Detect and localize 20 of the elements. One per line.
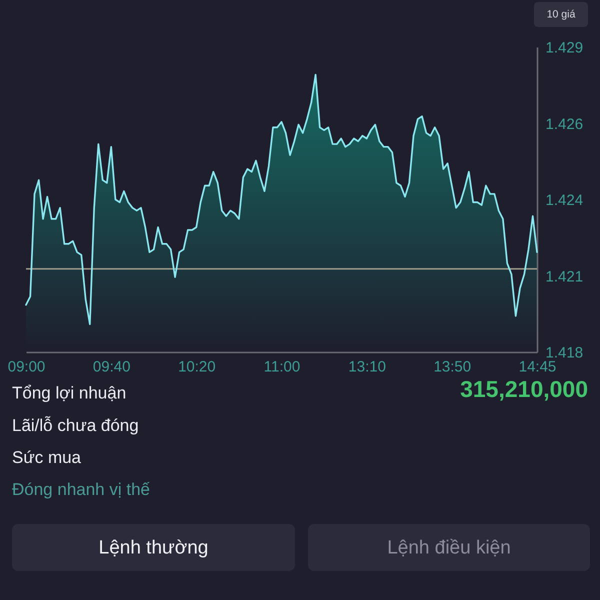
y-tick-label: 1.421	[546, 268, 584, 286]
x-tick-label: 11:00	[264, 358, 300, 376]
x-tick-label: 13:50	[434, 358, 472, 376]
text: 315,210,000	[460, 376, 588, 402]
text: Lãi/lỗ chưa đóng	[12, 416, 139, 435]
text: 10 giá	[546, 8, 576, 20]
y-tick-label: 1.424	[546, 192, 584, 209]
y-tick-label: 1.426	[546, 116, 584, 133]
y-tick-label: 1.418	[546, 344, 584, 362]
text: Lệnh thường	[98, 538, 208, 558]
x-tick-label: 14:45	[518, 358, 556, 376]
x-tick-label: 13:10	[348, 358, 386, 376]
x-tick-label: 09:00	[8, 358, 46, 376]
y-tick-label: 1.429	[546, 40, 584, 56]
text: Sức mua	[12, 448, 82, 467]
x-tick-label: 10:20	[178, 358, 216, 376]
x-tick-label: 09:40	[92, 358, 130, 376]
text: Lệnh điều kiện	[387, 538, 511, 558]
text: Tổng lợi nhuận	[12, 384, 126, 402]
text: Đóng nhanh vị thế	[12, 480, 151, 499]
